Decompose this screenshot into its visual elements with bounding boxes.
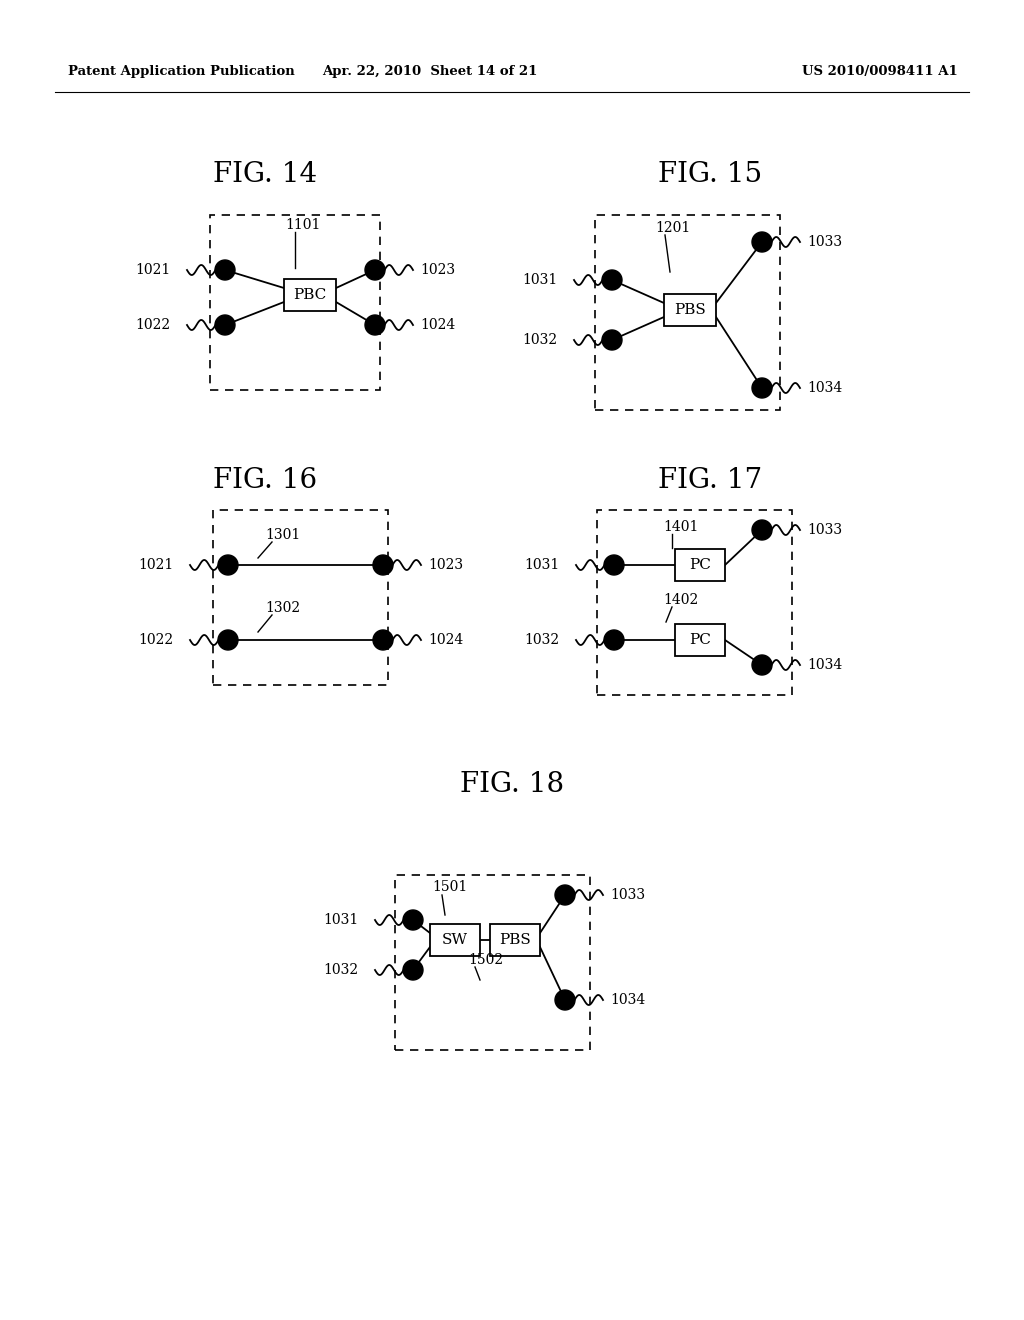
Text: FIG. 18: FIG. 18 (460, 771, 564, 799)
Text: 1033: 1033 (807, 523, 842, 537)
Bar (595, 215, 780, 411)
Text: 1402: 1402 (663, 593, 698, 607)
Circle shape (373, 554, 393, 576)
Circle shape (218, 554, 238, 576)
Text: SW: SW (442, 933, 468, 946)
Text: PC: PC (689, 558, 711, 572)
Bar (210, 215, 380, 389)
Circle shape (752, 232, 772, 252)
Text: PC: PC (689, 634, 711, 647)
Text: 1022: 1022 (135, 318, 170, 333)
Text: 1302: 1302 (265, 601, 300, 615)
Bar (664, 294, 716, 326)
Text: 1032: 1032 (524, 634, 559, 647)
Circle shape (555, 990, 575, 1010)
Text: FIG. 14: FIG. 14 (213, 161, 317, 189)
Bar (675, 624, 725, 656)
Bar (430, 924, 480, 956)
Bar (490, 924, 540, 956)
Circle shape (365, 260, 385, 280)
Circle shape (602, 271, 622, 290)
Text: 1033: 1033 (610, 888, 645, 902)
Circle shape (602, 330, 622, 350)
Text: Apr. 22, 2010  Sheet 14 of 21: Apr. 22, 2010 Sheet 14 of 21 (323, 66, 538, 78)
Text: 1024: 1024 (420, 318, 456, 333)
Text: 1021: 1021 (135, 263, 170, 277)
Text: 1033: 1033 (807, 235, 842, 249)
Text: 1501: 1501 (432, 880, 467, 894)
Text: 1032: 1032 (323, 964, 358, 977)
Bar (597, 510, 792, 696)
Bar (284, 279, 336, 312)
Circle shape (215, 315, 234, 335)
Circle shape (752, 655, 772, 675)
Text: 1031: 1031 (323, 913, 358, 927)
Circle shape (215, 260, 234, 280)
Bar (395, 875, 590, 1049)
Text: 1024: 1024 (428, 634, 463, 647)
Text: 1034: 1034 (807, 381, 843, 395)
Text: 1022: 1022 (138, 634, 173, 647)
Circle shape (752, 520, 772, 540)
Text: 1201: 1201 (655, 220, 690, 235)
Text: US 2010/0098411 A1: US 2010/0098411 A1 (802, 66, 958, 78)
Text: 1401: 1401 (663, 520, 698, 535)
Text: 1301: 1301 (265, 528, 300, 543)
Text: 1023: 1023 (420, 263, 455, 277)
Text: 1031: 1031 (522, 273, 557, 286)
Text: 1021: 1021 (138, 558, 173, 572)
Text: 1502: 1502 (468, 953, 503, 968)
Text: 1034: 1034 (807, 657, 843, 672)
Circle shape (752, 378, 772, 399)
Circle shape (604, 630, 624, 649)
Circle shape (403, 960, 423, 979)
Text: PBS: PBS (499, 933, 530, 946)
Circle shape (373, 630, 393, 649)
Circle shape (555, 884, 575, 906)
Text: FIG. 17: FIG. 17 (657, 466, 762, 494)
Circle shape (365, 315, 385, 335)
Text: 1101: 1101 (285, 218, 321, 232)
Text: FIG. 16: FIG. 16 (213, 466, 317, 494)
Bar (675, 549, 725, 581)
Bar (213, 510, 388, 685)
Text: 1023: 1023 (428, 558, 463, 572)
Text: 1032: 1032 (522, 333, 557, 347)
Text: PBC: PBC (293, 288, 327, 302)
Text: FIG. 15: FIG. 15 (658, 161, 762, 189)
Text: PBS: PBS (674, 304, 706, 317)
Circle shape (604, 554, 624, 576)
Circle shape (218, 630, 238, 649)
Circle shape (403, 909, 423, 931)
Text: 1031: 1031 (524, 558, 559, 572)
Text: 1034: 1034 (610, 993, 645, 1007)
Text: Patent Application Publication: Patent Application Publication (68, 66, 295, 78)
